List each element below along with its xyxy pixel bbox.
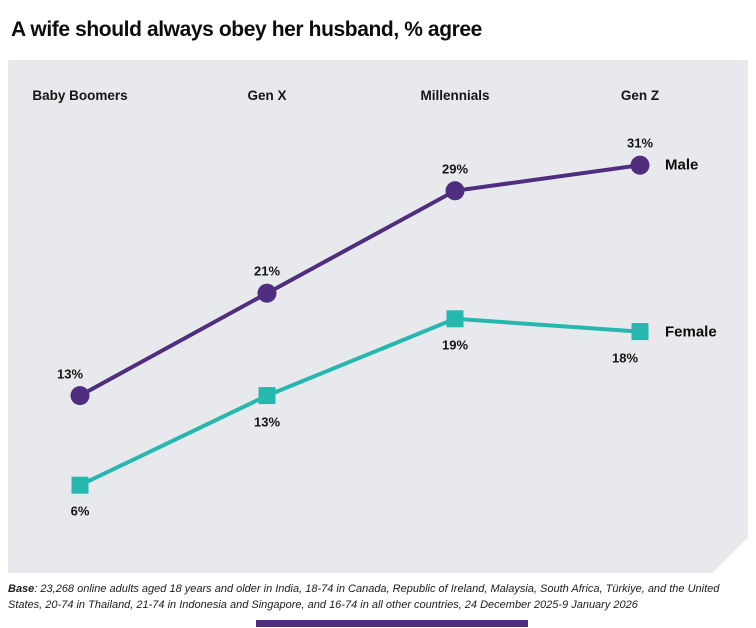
base-footnote: Base: 23,268 online adults aged 18 years… [8, 582, 752, 614]
female-point-marker-gen-x [259, 387, 276, 404]
female-point-marker-millennials [447, 310, 464, 327]
base-label: Base [8, 583, 35, 595]
series-label-female: Female [665, 323, 717, 341]
female-value-label: 19% [441, 337, 469, 353]
male-value-label: 21% [253, 263, 281, 279]
female-point-marker-gen-z [632, 323, 649, 340]
male-point-marker-baby-boomers [71, 386, 90, 405]
bottom-accent-bar [256, 620, 528, 627]
base-text: : 23,268 online adults aged 18 years and… [8, 583, 720, 611]
male-point-marker-gen-z [631, 156, 650, 175]
page-title: A wife should always obey her husband, %… [11, 18, 482, 41]
male-value-label: 29% [441, 161, 469, 177]
male-value-label: 13% [56, 366, 84, 382]
female-point-marker-baby-boomers [72, 477, 89, 494]
male-point-marker-gen-x [258, 284, 277, 303]
male-point-marker-millennials [446, 181, 465, 200]
female-value-label: 13% [253, 414, 281, 430]
category-label-gen-z: Gen Z [620, 88, 660, 103]
chart-panel: Baby Boomers Gen X Millennials Gen Z 13% 21%… [8, 60, 748, 573]
male-series-line [80, 165, 640, 395]
female-value-label: 18% [611, 350, 639, 366]
line-chart [8, 60, 748, 573]
male-value-label: 31% [626, 135, 654, 151]
category-label-baby-boomers: Baby Boomers [32, 88, 128, 103]
category-label-gen-x: Gen X [247, 88, 287, 103]
category-label-millennials: Millennials [420, 88, 490, 103]
series-label-male: Male [665, 156, 699, 174]
female-series-line [80, 319, 640, 485]
female-value-label: 6% [70, 503, 90, 519]
